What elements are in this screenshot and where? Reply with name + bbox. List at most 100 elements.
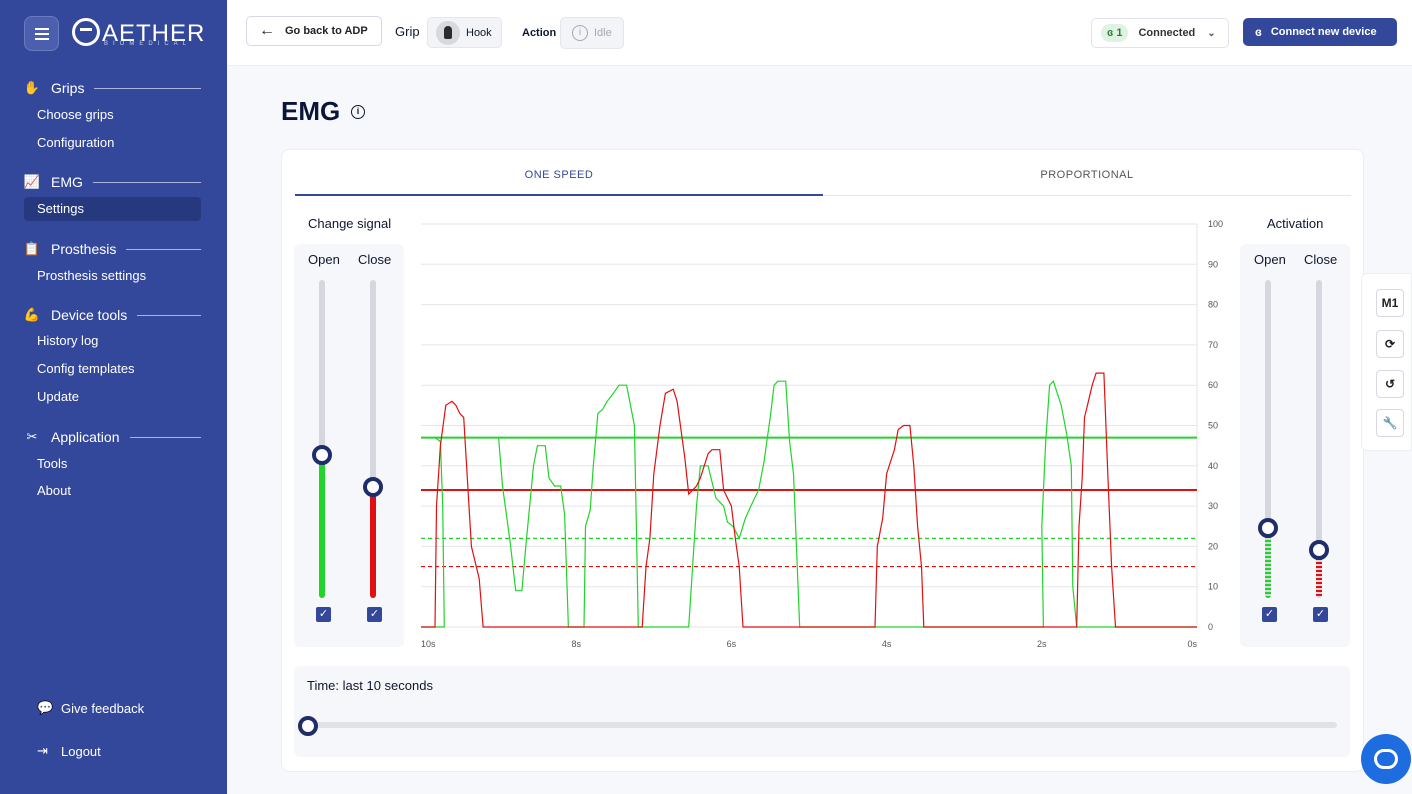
chart-series [421,372,1197,628]
hook-grip-icon [436,20,460,45]
section-divider [126,248,201,250]
x-tick-label: 10s [421,639,436,649]
active-tab-indicator [295,194,823,196]
activation-open-slider-handle[interactable] [1258,518,1278,539]
time-slider-handle[interactable] [298,716,318,736]
m1-button[interactable]: M1 [1376,289,1404,317]
change-close-slider-fill [370,486,376,598]
sidebar-item-history-log[interactable]: History log [37,333,99,348]
y-tick-label: 50 [1208,421,1218,431]
top-bar: ← Go back to ADP Grip Hook Action i Idle… [227,0,1412,66]
clipboard-icon: 📋 [23,241,41,256]
go-back-button[interactable]: ← Go back to ADP [246,16,382,46]
time-slider-track[interactable] [307,722,1337,728]
go-back-label: Go back to ADP [285,25,368,37]
activation-close-slider-track[interactable] [1316,280,1322,598]
connect-new-label: Connect new device [1270,26,1377,38]
y-tick-label: 70 [1208,340,1218,350]
change-open-label: Open [308,252,340,267]
sidebar-item-prosthesis-settings[interactable]: Prosthesis settings [37,268,147,283]
connected-count: 1 [1116,27,1123,39]
change-open-slider-track[interactable] [319,280,325,598]
section-divider [92,181,201,183]
x-tick-label: 2s [1037,639,1047,649]
sidebar-item-update[interactable]: Update [37,389,79,404]
y-tick-label: 40 [1208,461,1218,471]
series-line-close [421,372,1197,628]
arrow-left-icon: ← [259,22,275,39]
activation-close-slider-handle[interactable] [1309,540,1329,561]
change-open-checkbox[interactable]: ✓ [316,607,331,622]
x-tick-label: 8s [571,639,581,649]
logo-sub: BIOMEDICAL [104,41,192,47]
aether-logo-icon [72,18,100,46]
activation-open-slider-fill [1265,528,1271,598]
feedback-icon: 💬 [37,700,54,715]
wrench-icon: 🔧 [1382,416,1398,430]
sidebar-item-about[interactable]: About [37,483,71,498]
arm-icon: 💪 [23,307,41,322]
give-feedback-link[interactable]: 💬 Give feedback [37,700,144,716]
section-device-tools: 💪 Device tools [24,306,201,324]
y-tick-label: 90 [1208,259,1218,269]
page-title: EMG [281,96,341,126]
grip-chip[interactable]: Hook [427,17,502,48]
y-tick-label: 60 [1208,380,1218,390]
change-open-slider-handle[interactable] [312,444,332,465]
connection-dropdown[interactable]: ɞ 1 Connected ⌄ [1091,18,1229,48]
activation-open-label: Open [1254,252,1286,267]
logout-label: Logout [61,743,101,759]
tab-one-speed[interactable]: ONE SPEED [524,169,594,181]
change-close-label: Close [358,252,392,267]
change-close-checkbox[interactable]: ✓ [367,607,382,622]
change-close-slider-track[interactable] [370,280,376,598]
activation-open-slider-track[interactable] [1265,280,1271,598]
change-close-slider-handle[interactable] [363,476,383,497]
prosthesis-icon: ɞ [1107,27,1114,39]
action-label: Action [522,27,557,39]
section-label: EMG [51,174,83,190]
series-line-open [421,380,1197,628]
sidebar-item-config-templates[interactable]: Config templates [37,361,135,376]
x-tick-label: 0s [1187,639,1197,649]
chart-icon: 📈 [23,174,41,189]
undo-icon: ↺ [1384,377,1396,391]
activation-close-checkbox[interactable]: ✓ [1313,607,1328,622]
section-grips: ✋ Grips [24,79,201,97]
tab-proportional[interactable]: PROPORTIONAL [1040,169,1134,181]
info-icon[interactable]: i [351,105,365,119]
activation-open-checkbox[interactable]: ✓ [1262,607,1277,622]
section-application: ✂ Application [24,428,201,446]
add-device-icon: ɞ [1255,25,1262,39]
logo-name: AETHER [102,20,206,47]
activation-close-slider-fill [1316,550,1322,598]
activation-panel [1240,244,1350,647]
action-value: Idle [594,27,612,39]
refresh-hand-button[interactable]: ⟳ [1376,330,1404,358]
sidebar-item-choose-grips[interactable]: Choose grips [37,107,114,122]
logo: AETHER BIOMEDICAL [72,18,206,48]
action-chip: i Idle [560,17,624,49]
tab-divider [295,195,1351,196]
menu-toggle-button[interactable] [24,16,59,51]
y-tick-label: 80 [1208,300,1218,310]
sidebar-item-configuration[interactable]: Configuration [37,135,115,150]
change-signal-title: Change signal [308,216,392,231]
sidebar-item-tools[interactable]: Tools [37,456,68,471]
logout-link[interactable]: ⇥ Logout [37,743,101,759]
wrench-button[interactable]: 🔧 [1376,409,1404,437]
chart-x-ticks: 10s 8s 6s 4s 2s 0s [421,639,1197,649]
side-toolbar: M1 ⟳ ↺ 🔧 [1361,273,1412,451]
chevron-down-icon: ⌄ [1207,27,1216,39]
y-tick-label: 100 [1208,219,1223,229]
chat-button[interactable] [1361,734,1411,784]
sidebar-item-settings[interactable]: Settings [24,197,201,221]
grip-label: Grip [395,24,420,39]
undo-button[interactable]: ↺ [1376,370,1404,398]
sidebar: AETHER BIOMEDICAL ✋ Grips Choose grips C… [0,0,227,794]
change-signal-panel [294,244,404,647]
refresh-hand-icon: ⟳ [1384,337,1396,351]
connect-new-device-button[interactable]: ɞ Connect new device [1243,18,1397,46]
connected-count-badge: ɞ 1 [1101,24,1129,42]
feedback-label: Give feedback [61,700,145,716]
